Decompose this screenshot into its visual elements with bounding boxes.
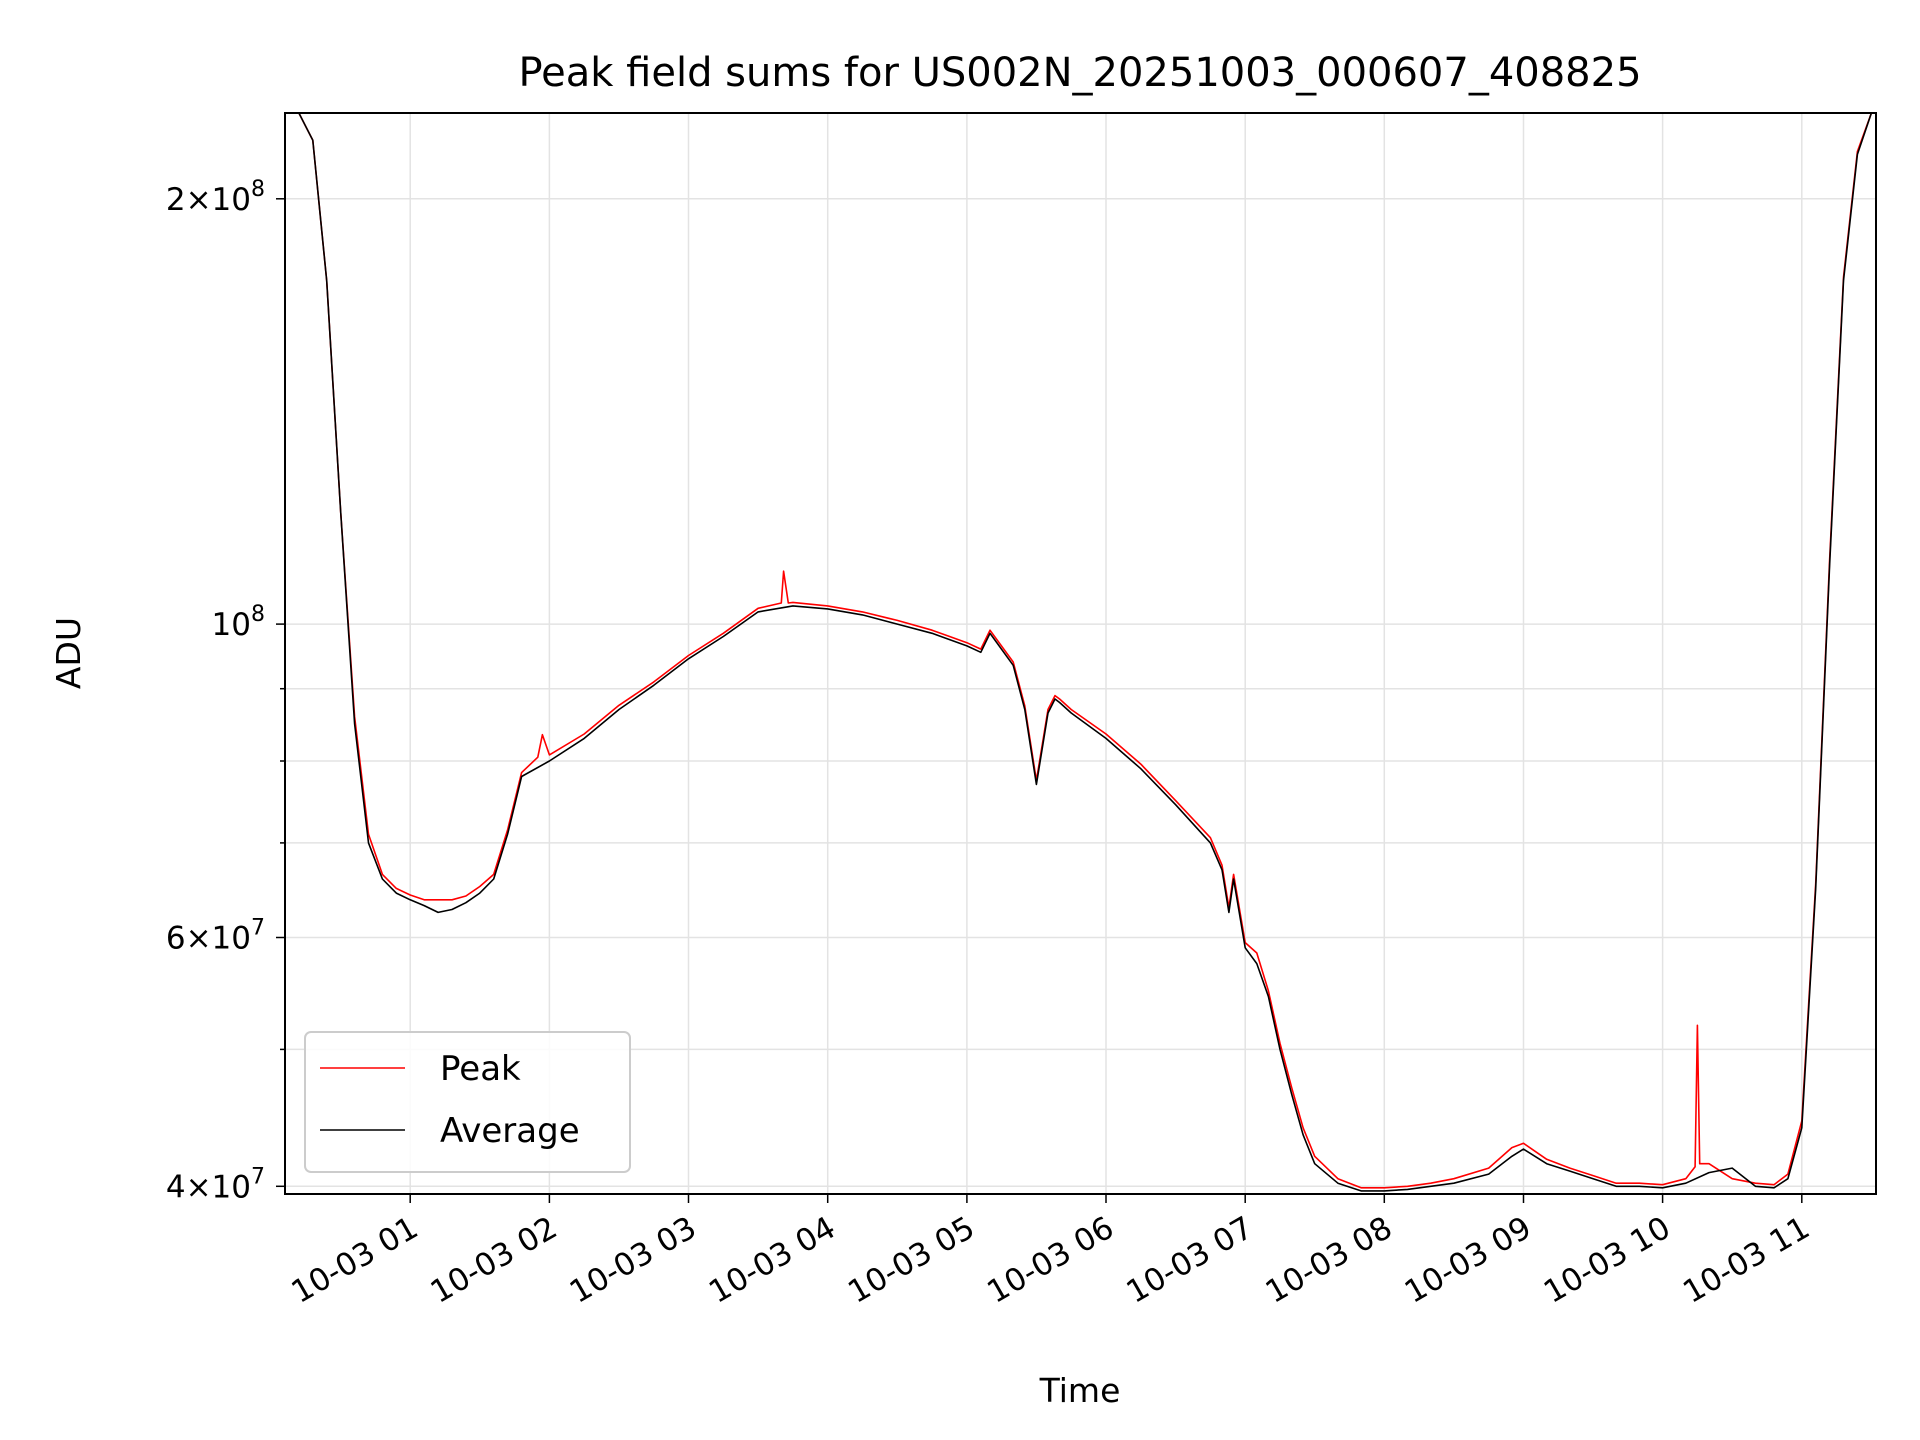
legend-box: [304, 1031, 631, 1173]
y-axis-ticks: 2×108 108 6×107 4×107: [166, 177, 285, 1205]
y-axis-label: ADU: [49, 617, 88, 689]
y-tick-label: 108: [212, 602, 265, 643]
series-lines: [285, 113, 1873, 1192]
chart-title: Peak field sums for US002N_20251003_0006…: [518, 50, 1641, 96]
legend-label-average: Average: [440, 1111, 580, 1151]
legend-label-peak: Peak: [440, 1049, 521, 1089]
grid-lines: [285, 113, 1876, 1194]
y-tick-label: 6×107: [166, 916, 265, 957]
legend: Peak Average: [304, 1031, 631, 1173]
x-axis-label: Time: [1039, 1371, 1121, 1410]
series-line-average: [285, 113, 1873, 1192]
y-tick-label: 4×107: [166, 1164, 265, 1205]
series-line-peak: [285, 113, 1873, 1189]
y-tick-label: 2×108: [166, 177, 265, 218]
plot-frame: [284, 112, 1877, 1195]
